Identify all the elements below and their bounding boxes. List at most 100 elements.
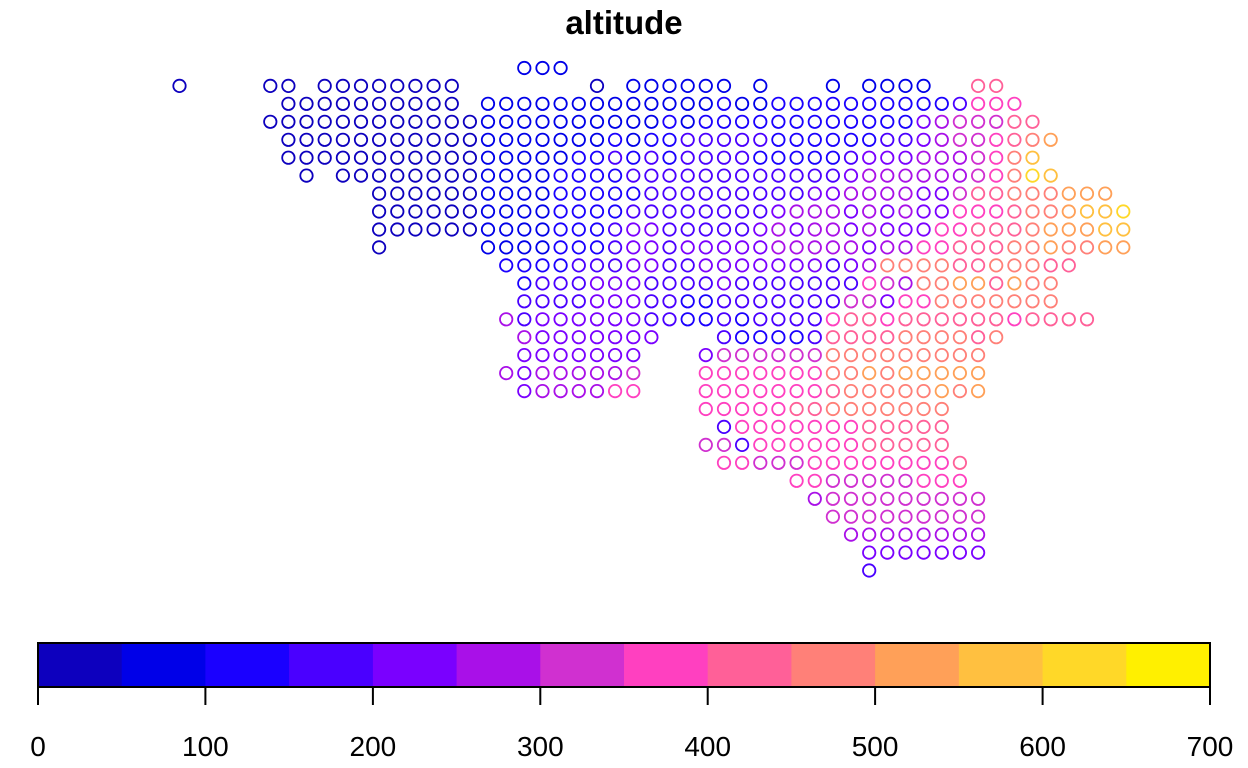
data-point: [680, 258, 695, 273]
data-point: [517, 168, 532, 183]
legend-tick-label: 0: [30, 731, 46, 762]
data-point: [426, 222, 441, 237]
data-point: [898, 365, 913, 381]
data-point: [825, 240, 841, 255]
data-point: [880, 383, 895, 399]
data-point: [716, 204, 732, 219]
data-point: [807, 347, 822, 363]
data-point: [952, 365, 968, 381]
data-point: [281, 78, 296, 94]
data-point: [880, 294, 895, 309]
data-point: [952, 96, 968, 111]
data-point: [1061, 204, 1076, 219]
data-point: [680, 186, 695, 201]
data-point: [644, 330, 659, 345]
data-point: [408, 114, 423, 129]
data-point: [916, 204, 931, 219]
data-point: [698, 150, 713, 165]
data-point: [716, 365, 732, 381]
data-point: [880, 186, 895, 201]
legend-tick-label: 400: [684, 731, 731, 762]
data-point: [553, 204, 568, 219]
data-point: [771, 455, 786, 470]
data-point: [553, 240, 568, 255]
data-point: [589, 150, 605, 165]
data-point: [499, 222, 514, 237]
data-point: [371, 78, 387, 94]
data-point: [607, 204, 623, 219]
points-layer: [172, 60, 1131, 578]
data-point: [335, 168, 350, 183]
legend-swatch: [624, 643, 709, 687]
data-point: [989, 168, 1004, 183]
data-point: [789, 168, 804, 183]
data-point: [480, 186, 496, 201]
data-point: [934, 294, 949, 309]
data-point: [934, 204, 949, 219]
data-point: [952, 150, 968, 165]
data-point: [535, 222, 550, 237]
data-point: [734, 168, 750, 183]
legend-swatch: [38, 643, 123, 687]
data-point: [335, 114, 350, 129]
data-point: [880, 150, 895, 165]
data-point: [898, 527, 913, 542]
data-point: [698, 365, 713, 381]
data-point: [734, 240, 750, 255]
legend-swatch: [540, 643, 625, 687]
data-point: [626, 383, 641, 399]
data-point: [444, 204, 459, 219]
data-point: [970, 114, 986, 129]
data-point: [807, 186, 822, 201]
data-point: [734, 330, 750, 345]
data-point: [299, 168, 314, 183]
data-point: [571, 240, 586, 255]
data-point: [789, 419, 804, 434]
data-point: [989, 150, 1004, 165]
data-point: [408, 168, 423, 183]
data-point: [698, 276, 713, 291]
data-point: [989, 240, 1004, 255]
data-point: [589, 114, 605, 129]
data-point: [408, 78, 423, 94]
data-point: [1025, 258, 1040, 273]
data-point: [916, 419, 931, 434]
data-point: [934, 545, 949, 560]
data-point: [444, 114, 459, 129]
data-point: [771, 150, 786, 165]
data-point: [898, 473, 913, 488]
data-point: [952, 330, 968, 345]
data-point: [607, 150, 623, 165]
data-point: [589, 240, 605, 255]
data-point: [753, 347, 768, 363]
data-point: [916, 222, 931, 237]
data-point: [680, 222, 695, 237]
data-point: [771, 96, 786, 111]
data-point: [299, 150, 314, 165]
data-point: [862, 96, 877, 111]
data-point: [553, 276, 568, 291]
data-point: [626, 78, 641, 94]
data-point: [916, 258, 931, 273]
data-point: [571, 365, 586, 381]
data-point: [1007, 186, 1022, 201]
data-point: [862, 509, 877, 524]
data-point: [771, 258, 786, 273]
data-point: [789, 150, 804, 165]
data-point: [444, 222, 459, 237]
data-point: [1007, 240, 1022, 255]
data-point: [589, 96, 605, 111]
data-point: [553, 258, 568, 273]
legend-tick-label: 600: [1019, 731, 1066, 762]
data-point: [807, 204, 822, 219]
data-point: [753, 437, 768, 452]
data-point: [517, 240, 532, 255]
data-point: [317, 132, 332, 147]
data-point: [1061, 240, 1076, 255]
data-point: [898, 347, 913, 363]
data-point: [880, 491, 895, 506]
data-point: [1007, 204, 1022, 219]
data-point: [789, 383, 804, 399]
data-point: [916, 168, 931, 183]
